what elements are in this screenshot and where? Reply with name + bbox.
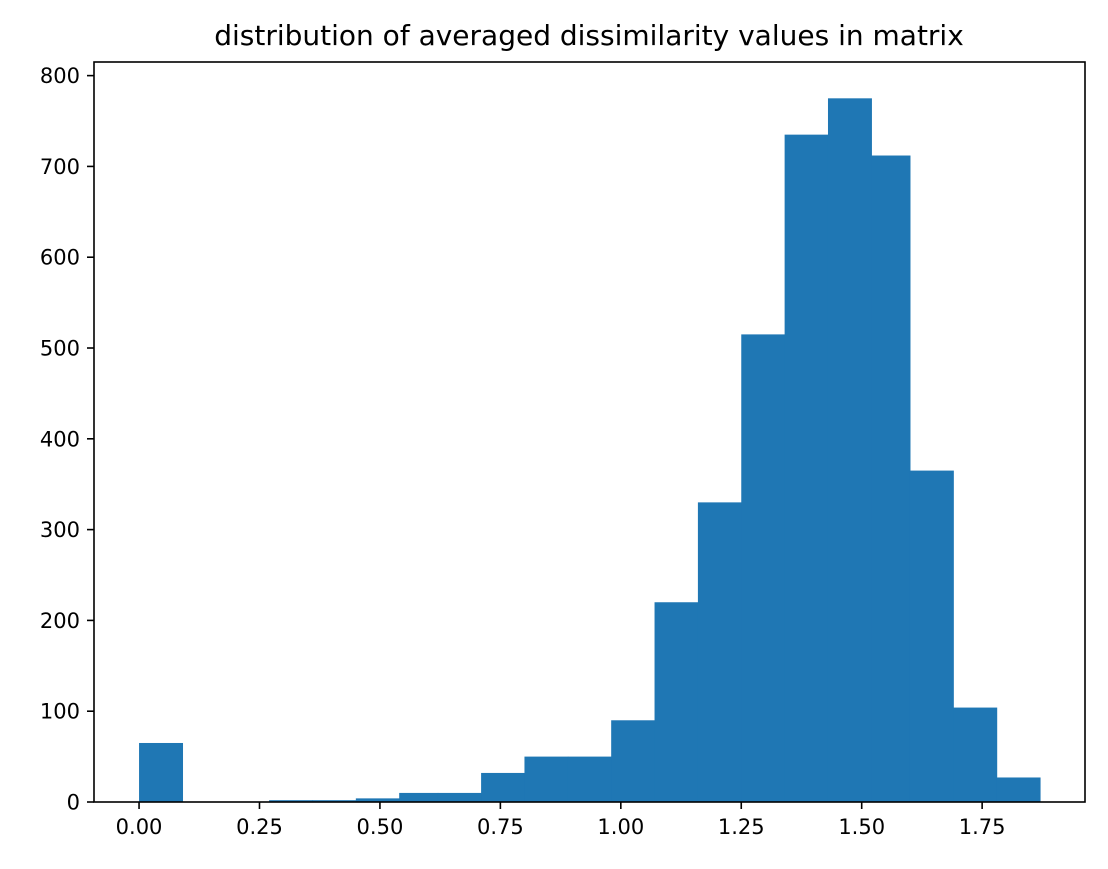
x-tick-label: 1.75	[959, 815, 1006, 839]
y-tick-label: 700	[40, 155, 80, 179]
x-tick-label: 1.25	[718, 815, 765, 839]
histogram-bar	[399, 792, 439, 802]
histogram-bar	[312, 800, 357, 802]
histogram-bar	[437, 792, 482, 802]
y-tick-label: 800	[40, 64, 80, 88]
histogram-bar	[909, 470, 954, 802]
histogram-bar	[697, 502, 742, 802]
histogram-bar	[784, 134, 829, 802]
histogram-bar	[567, 756, 612, 802]
histogram-bar	[953, 707, 998, 802]
histogram-bar	[355, 798, 400, 802]
histogram-bar	[654, 602, 699, 802]
x-tick-label: 0.50	[357, 815, 404, 839]
x-tick-label: 0.00	[116, 815, 163, 839]
histogram-bar	[611, 720, 656, 802]
histogram-bar	[524, 756, 569, 802]
histogram-bar	[481, 772, 526, 802]
y-tick-label: 600	[40, 246, 80, 270]
x-tick-label: 1.50	[838, 815, 885, 839]
x-tick-label: 0.75	[477, 815, 524, 839]
chart-title: distribution of averaged dissimilarity v…	[214, 19, 964, 52]
y-tick-label: 200	[40, 609, 80, 633]
x-tick-label: 1.00	[597, 815, 644, 839]
y-axis: 0 100 200 300 400 500 600 700 800	[40, 64, 94, 815]
histogram-bar	[871, 155, 911, 802]
histogram-bar	[139, 742, 184, 802]
bars-layer	[139, 98, 1041, 802]
x-axis: 0.00 0.25 0.50 0.75 1.00 1.25 1.50 1.75	[116, 802, 1006, 839]
y-tick-label: 300	[40, 518, 80, 542]
x-tick-label: 0.25	[236, 815, 283, 839]
y-tick-label: 0	[67, 791, 80, 815]
histogram-bar	[996, 777, 1041, 802]
y-tick-label: 100	[40, 700, 80, 724]
histogram-bar	[741, 334, 786, 802]
y-tick-label: 400	[40, 427, 80, 451]
histogram-bar	[269, 800, 314, 802]
plot-frame	[93, 61, 1086, 803]
y-tick-label: 500	[40, 337, 80, 361]
histogram-bar	[827, 98, 872, 802]
